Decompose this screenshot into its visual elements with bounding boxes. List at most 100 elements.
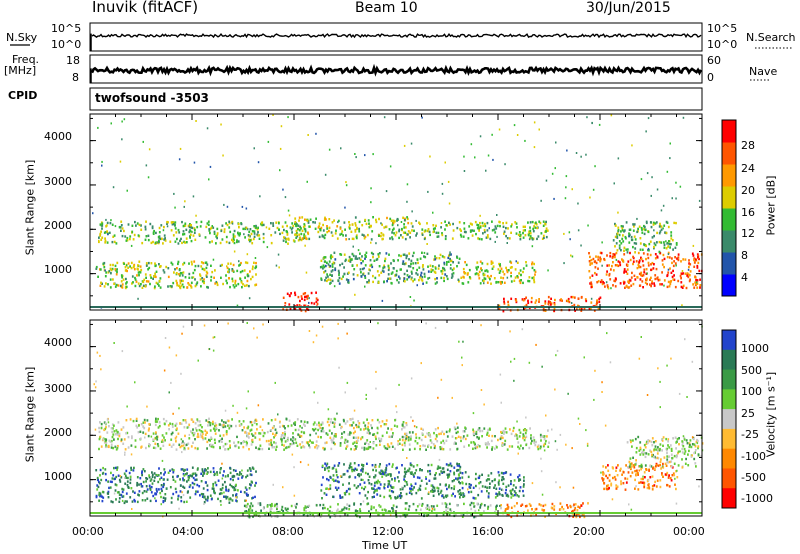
heatmap-cell [182,478,185,482]
heatmap-cell [355,423,358,427]
heatmap-cell [191,481,194,485]
heatmap-cell [347,279,350,282]
heatmap-cell [164,422,166,426]
heatmap-cell [285,238,288,241]
heatmap-cell [205,275,208,278]
heatmap-cell [336,237,339,240]
heatmap-cell [494,496,497,499]
heatmap-cell [438,432,440,436]
heatmap-cell [172,443,175,446]
heatmap-cell [498,474,501,477]
heatmap-cell [473,505,475,508]
heatmap-cell [506,513,509,516]
heatmap-cell [172,469,175,472]
heatmap-cell [650,263,652,266]
heatmap-cell [182,440,184,443]
heatmap-cell [403,272,406,276]
heatmap-cell [575,308,578,311]
heatmap-cell [686,272,689,275]
heatmap-cell [430,270,433,273]
heatmap-cell [381,508,384,512]
heatmap-cell [104,427,107,431]
heatmap-cell [102,262,105,265]
heatmap-cell [441,447,444,451]
heatmap-cell [445,505,448,509]
heatmap-cell [627,260,630,263]
velocity-ytick-3000: 3000 [44,382,72,395]
heatmap-cell [234,488,237,491]
heatmap-cell [132,281,134,284]
heatmap-cell [150,478,153,481]
heatmap-cell [348,223,351,227]
heatmap-cell [602,477,605,481]
heatmap-cell [499,264,501,267]
heatmap-cell [294,504,297,507]
heatmap-cell [147,176,150,179]
heatmap-cell [461,515,464,518]
heatmap-cell [588,307,591,310]
heatmap-cell [617,229,620,232]
heatmap-cell [206,263,209,266]
heatmap-cell [375,469,377,472]
heatmap-cell [435,224,437,227]
heatmap-cell [401,486,404,490]
heatmap-cell [517,445,519,449]
heatmap-cell [348,492,351,496]
heatmap-cell [545,439,547,443]
heatmap-cell [463,430,466,433]
heatmap-cell [476,446,479,449]
heatmap-cell [177,228,180,232]
heatmap-cell [608,264,610,267]
heatmap-cell [428,506,430,509]
heatmap-cell [412,465,415,468]
heatmap-cell [453,466,456,469]
heatmap-cell [642,274,645,277]
heatmap-cell [244,431,246,434]
heatmap-cell [106,418,109,421]
heatmap-cell [200,285,202,288]
heatmap-cell [328,424,331,427]
heatmap-cell [120,493,123,497]
heatmap-cell [117,474,120,477]
heatmap-cell [666,364,668,367]
heatmap-cell [342,473,345,476]
heatmap-cell [565,299,568,303]
heatmap-cell [442,467,445,470]
heatmap-cell [108,270,111,273]
heatmap-cell [302,514,305,517]
heatmap-cell [647,439,650,442]
heatmap-cell [395,405,397,408]
heatmap-cell [614,478,617,481]
heatmap-cell [163,436,165,439]
heatmap-cell [366,281,368,284]
heatmap-cell [156,282,159,286]
heatmap-cell [160,495,162,499]
heatmap-cell [659,230,662,233]
heatmap-cell [105,444,107,447]
heatmap-cell [398,480,400,483]
heatmap-cell [125,419,128,422]
heatmap-cell [488,434,490,437]
heatmap-cell [388,462,391,466]
heatmap-cell [326,225,328,228]
heatmap-cell [231,269,234,272]
heatmap-cell [653,448,656,451]
heatmap-cell [616,236,619,239]
heatmap-cell [235,444,238,447]
heatmap-cell [206,472,208,475]
heatmap-cell [483,282,485,285]
heatmap-cell [303,509,306,512]
heatmap-cell [473,515,475,519]
heatmap-cell [201,495,204,498]
heatmap-cell [115,283,118,287]
heatmap-cell [386,216,388,220]
heatmap-cell [607,464,609,467]
heatmap-cell [284,302,287,305]
heatmap-cell [244,284,246,287]
heatmap-cell [306,307,308,311]
heatmap-cell [317,230,320,234]
heatmap-cell [508,445,511,448]
heatmap-cell [657,279,660,282]
heatmap-cell [482,224,485,227]
heatmap-cell [696,439,699,443]
